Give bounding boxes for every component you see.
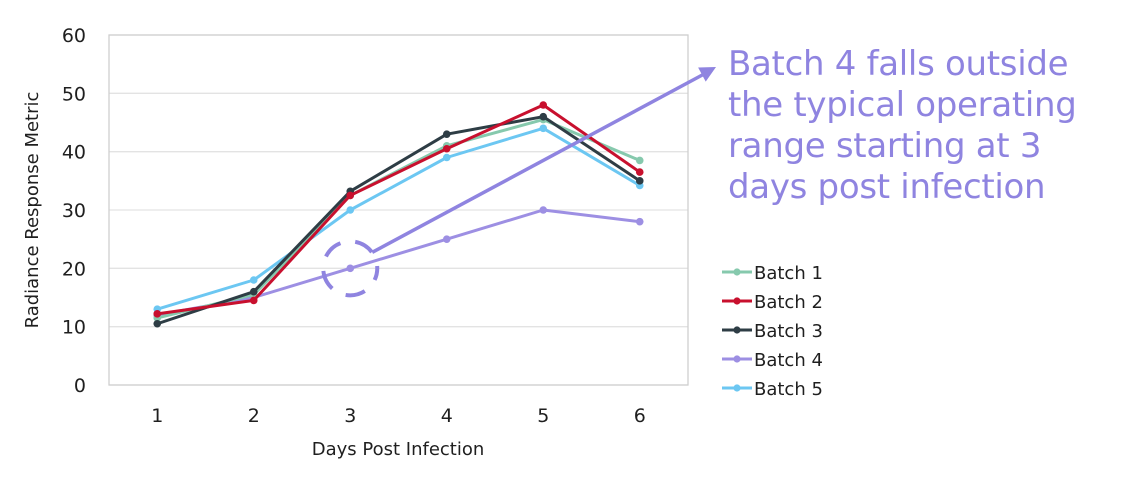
x-tick-label: 1 [151, 405, 163, 427]
legend-marker [733, 384, 741, 392]
data-point [442, 130, 451, 138]
y-axis-title: Radiance Response Metric [22, 92, 43, 329]
data-point [346, 264, 355, 273]
x-tick-label: 4 [441, 405, 453, 427]
data-point [249, 296, 258, 305]
series-batch-3 [153, 112, 644, 328]
data-point [153, 319, 162, 328]
y-axis-ticks: 0 10 20 30 40 50 60 [62, 25, 86, 397]
y-tick-label: 10 [62, 317, 86, 339]
annotation-line: days post infection [728, 167, 1046, 207]
data-point [635, 156, 644, 165]
data-point [635, 217, 644, 226]
x-tick-label: 5 [537, 405, 549, 427]
legend-marker [733, 326, 741, 334]
data-point [635, 168, 644, 176]
plot-border [108, 34, 689, 386]
legend-item: Batch 4 [722, 350, 823, 371]
series-line [155, 208, 642, 317]
legend-item: Batch 5 [722, 379, 823, 400]
gridlines [109, 34, 688, 386]
data-point [249, 287, 258, 296]
y-tick-label: 40 [62, 142, 86, 164]
annotation-arrow-head-icon [698, 67, 716, 82]
annotation-line: Batch 4 falls outside [728, 44, 1069, 84]
legend-marker [733, 297, 741, 305]
data-point [539, 206, 548, 214]
data-point [442, 235, 451, 243]
series-batch-5 [153, 124, 644, 313]
highlight-dashed-circle [321, 239, 380, 298]
x-axis-ticks: 1 2 3 4 5 6 [151, 405, 646, 427]
data-point [249, 276, 258, 284]
data-point [346, 206, 355, 214]
legend-item: Batch 2 [722, 292, 823, 313]
series-batch-2 [153, 101, 644, 318]
legend-label: Batch 2 [754, 292, 823, 313]
x-tick-label: 2 [248, 405, 260, 427]
series-line [155, 126, 642, 311]
legend-label: Batch 1 [754, 263, 823, 284]
y-tick-label: 50 [62, 83, 86, 105]
legend-marker [733, 268, 741, 276]
data-point [346, 191, 355, 200]
legend-label: Batch 5 [754, 379, 823, 400]
annotation-text: Batch 4 falls outside the typical operat… [728, 44, 1146, 208]
y-tick-label: 30 [62, 200, 86, 222]
series-line [155, 115, 642, 326]
legend-item: Batch 3 [722, 321, 823, 342]
legend-label: Batch 4 [754, 350, 823, 371]
annotation-shapes [321, 239, 380, 298]
data-point [539, 101, 548, 109]
data-point [635, 177, 644, 185]
series-lines [153, 67, 716, 328]
data-point [539, 124, 548, 133]
data-point [153, 310, 162, 318]
y-tick-label: 20 [62, 258, 86, 280]
y-tick-label: 0 [74, 375, 86, 397]
legend-marker [733, 355, 741, 363]
data-point [442, 153, 451, 162]
legend: Batch 1 Batch 2 Batch 3 Batch 4 Batch 5 [722, 263, 823, 400]
data-point [442, 144, 451, 153]
annotation-line: the typical operating [728, 85, 1077, 125]
data-point [539, 112, 548, 121]
x-tick-label: 3 [344, 405, 356, 427]
y-tick-label: 60 [62, 25, 86, 47]
series-line [155, 103, 642, 316]
annotation-arrow-line [371, 71, 707, 254]
plot-area-frame [108, 34, 689, 386]
legend-label: Batch 3 [754, 321, 823, 342]
x-axis-title: Days Post Infection [312, 439, 485, 460]
x-tick-label: 6 [634, 405, 646, 427]
annotation-line: range starting at 3 [728, 126, 1042, 166]
legend-item: Batch 1 [722, 263, 823, 284]
